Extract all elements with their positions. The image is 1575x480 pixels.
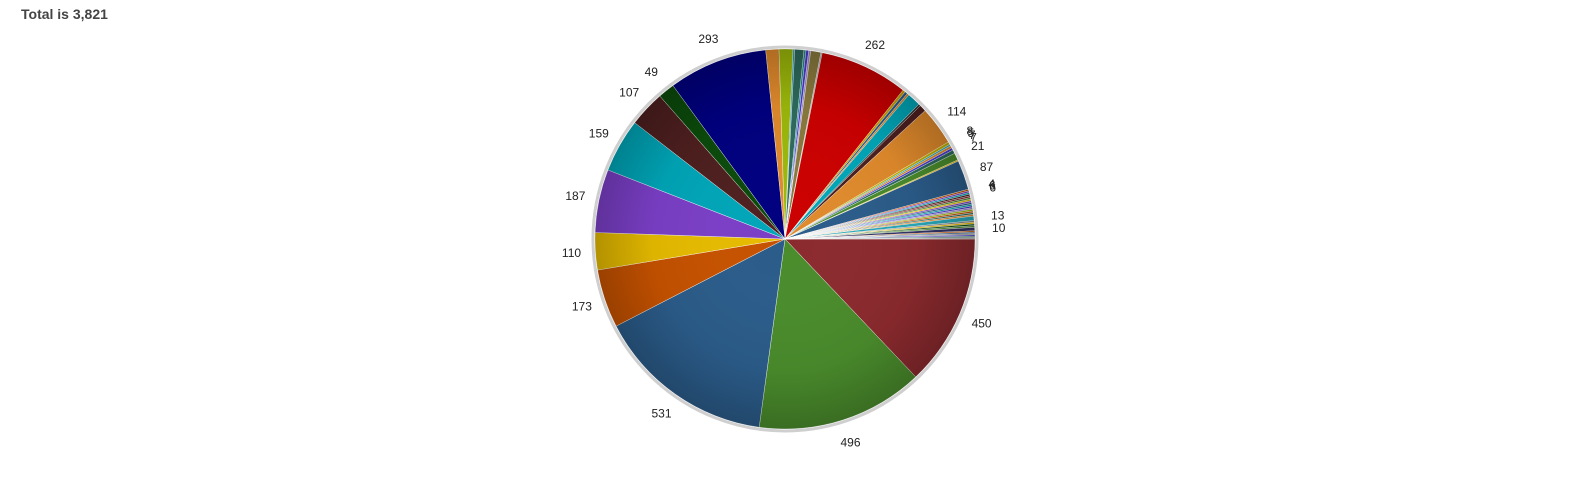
slice-value-label: 187 xyxy=(565,189,585,203)
slice-value-label: 87 xyxy=(980,160,994,174)
slice-value-label: 114 xyxy=(947,104,966,118)
slice-value-label: 107 xyxy=(619,85,639,99)
slice-value-label: 49 xyxy=(645,65,659,79)
slice-value-label: 159 xyxy=(589,127,609,141)
slice-value-label: 531 xyxy=(651,407,671,421)
pie-slices xyxy=(595,49,975,429)
slice-value-label: 450 xyxy=(972,317,992,331)
slice-value-label: 293 xyxy=(698,32,718,46)
slice-value-label: 496 xyxy=(840,436,860,450)
slice-value-label: 173 xyxy=(572,299,592,313)
slice-value-label: 21 xyxy=(971,139,985,153)
slice-value-label: 10 xyxy=(992,221,1006,235)
slice-value-label: 6 xyxy=(989,181,996,195)
slice-value-label: 262 xyxy=(865,38,885,52)
slice-value-label: 110 xyxy=(562,246,581,260)
